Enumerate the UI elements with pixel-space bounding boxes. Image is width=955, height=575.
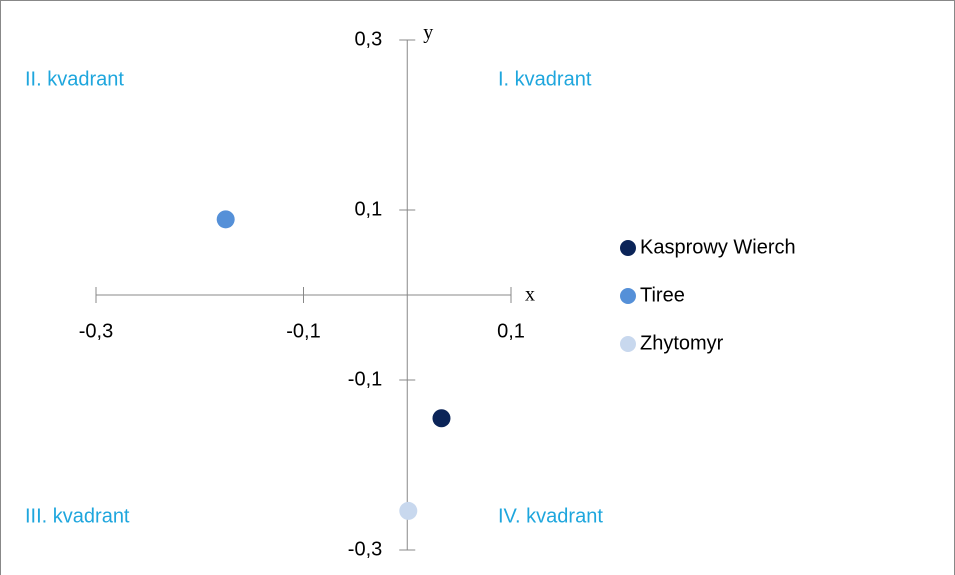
y-axis-label: y: [423, 22, 433, 44]
quadrant-label: I. kvadrant: [498, 68, 592, 90]
x-tick-label: -0,3: [79, 320, 113, 342]
point: [399, 501, 418, 520]
quadrant-label: III. kvadrant: [25, 505, 130, 527]
y-tick-label: -0,1: [348, 368, 382, 390]
legend-marker: [620, 336, 636, 352]
x-tick-label: 0,1: [497, 320, 525, 342]
legend-marker: [620, 240, 636, 256]
y-tick-label: 0,1: [354, 198, 382, 220]
quadrant-label: IV. kvadrant: [498, 505, 603, 527]
legend-label: Zhytomyr: [640, 332, 724, 354]
y-tick-label: -0,3: [348, 538, 382, 560]
x-tick-label: -0,1: [286, 320, 320, 342]
legend-label: Tiree: [640, 284, 685, 306]
y-tick-label: 0,3: [354, 28, 382, 50]
quadrant-label: II. kvadrant: [25, 68, 124, 90]
x-axis-label: x: [525, 284, 535, 306]
point: [216, 210, 235, 229]
point: [432, 409, 451, 428]
legend-marker: [620, 288, 636, 304]
legend-label: Kasprowy Wierch: [640, 236, 796, 258]
